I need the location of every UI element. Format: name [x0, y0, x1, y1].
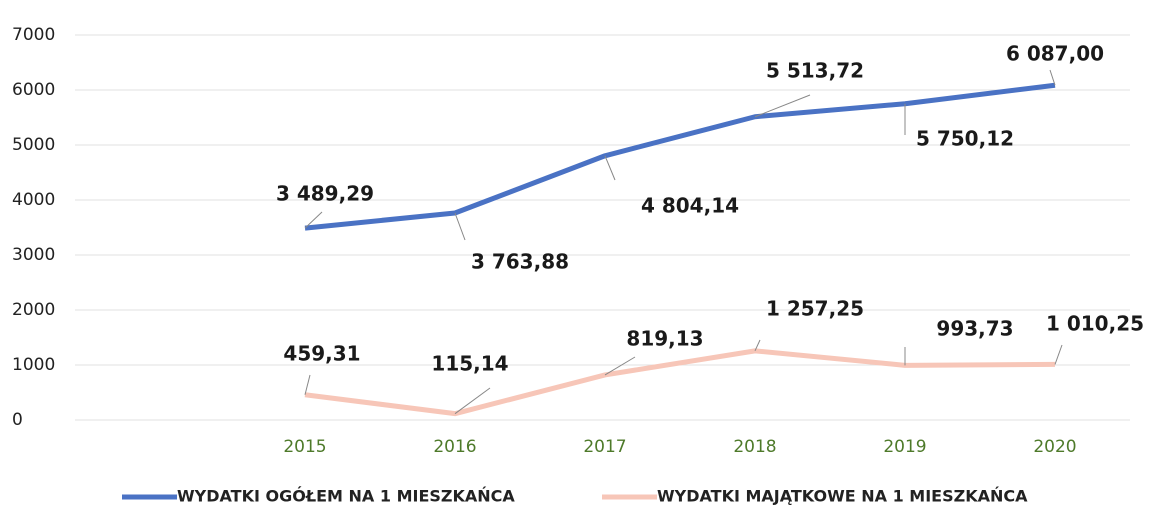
data-label: 5 513,72	[766, 59, 864, 83]
data-label: 6 087,00	[1006, 42, 1104, 66]
data-label: 3 763,88	[471, 250, 569, 274]
data-label: 1 010,25	[1046, 312, 1144, 336]
leader-line	[454, 387, 491, 415]
y-tick-label: 2000	[12, 300, 55, 320]
x-tick-label: 2020	[1033, 437, 1076, 457]
leader-line	[604, 356, 636, 376]
x-tick-label: 2015	[283, 437, 326, 457]
data-label: 3 489,29	[276, 182, 374, 206]
leader-line	[754, 94, 811, 118]
y-tick-label: 4000	[12, 190, 55, 210]
data-label: 459,31	[283, 342, 360, 366]
data-label: 993,73	[936, 317, 1013, 341]
leader-line	[1049, 69, 1056, 86]
leader-line	[304, 374, 311, 395]
series-line	[304, 82, 1056, 231]
y-tick-label: 1000	[12, 355, 55, 375]
x-tick-label: 2019	[883, 437, 926, 457]
data-label: 819,13	[626, 327, 703, 351]
leader-line	[454, 212, 466, 241]
x-tick-label: 2018	[733, 437, 776, 457]
leader-line	[604, 155, 616, 181]
data-label: 115,14	[431, 352, 508, 376]
data-label: 4 804,14	[641, 194, 739, 218]
y-tick-label: 5000	[12, 135, 55, 155]
x-tick-label: 2017	[583, 437, 626, 457]
legend-label: WYDATKI OGÓŁEM NA 1 MIESZKAŃCA	[177, 487, 515, 506]
y-tick-label: 6000	[12, 80, 55, 100]
x-tick-label: 2016	[433, 437, 476, 457]
leader-line	[754, 339, 761, 352]
series-line	[304, 348, 1056, 417]
data-label: 5 750,12	[916, 127, 1014, 151]
y-tick-label: 7000	[12, 25, 55, 45]
leader-line	[1054, 344, 1063, 365]
data-label: 1 257,25	[766, 297, 864, 321]
y-tick-label: 3000	[12, 245, 55, 265]
leader-line	[304, 211, 323, 229]
y-tick-label: 0	[12, 410, 23, 430]
legend-label: WYDATKI MAJĄTKOWE NA 1 MIESZKAŃCA	[657, 487, 1028, 506]
